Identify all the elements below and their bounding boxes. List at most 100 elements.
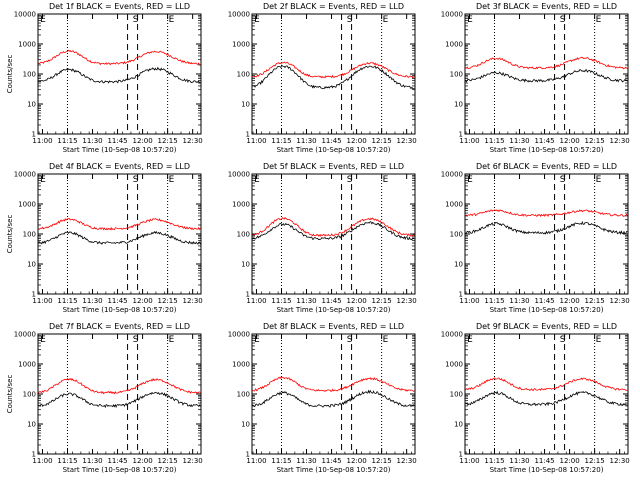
plot-frame bbox=[464, 173, 629, 295]
plot-frame bbox=[251, 333, 416, 455]
x-tick-label: 12:15 bbox=[158, 297, 178, 305]
panel-title: Det 9f BLACK = Events, RED = LLD bbox=[476, 322, 617, 331]
x-tick-label: 11:00 bbox=[32, 297, 52, 305]
x-tick-label: 11:30 bbox=[82, 297, 102, 305]
x-axis-label: Start Time (10-Sep-08 10:57:20) bbox=[277, 306, 391, 314]
time-marker-label: E bbox=[383, 335, 389, 345]
x-axis-label: Start Time (10-Sep-08 10:57:20) bbox=[490, 466, 604, 474]
time-marker-label: E bbox=[169, 15, 175, 25]
x-tick-label: 11:00 bbox=[32, 457, 52, 465]
y-tick-label: 10000 bbox=[441, 331, 463, 339]
x-tick-label: 11:15 bbox=[484, 457, 504, 465]
x-tick-label: 11:15 bbox=[57, 457, 77, 465]
plot-frame bbox=[37, 333, 202, 455]
y-tick-label: 10 bbox=[241, 101, 250, 109]
y-tick-label: 1 bbox=[459, 291, 463, 299]
y-tick-label: 1 bbox=[459, 451, 463, 459]
y-tick-label: 100 bbox=[23, 231, 36, 239]
x-axis-label: Start Time (10-Sep-08 10:57:20) bbox=[490, 146, 604, 154]
x-tick-label: 12:00 bbox=[346, 137, 366, 145]
x-tick-label: 11:00 bbox=[246, 457, 266, 465]
x-tick-label: 12:15 bbox=[372, 137, 392, 145]
detector-panel: Det 8f BLACK = Events, RED = LLD 1 10 100 10… bbox=[228, 322, 417, 474]
time-marker-label: E bbox=[254, 15, 260, 25]
time-marker-label: E bbox=[596, 335, 602, 345]
y-tick-label: 1000 bbox=[445, 201, 463, 209]
y-tick-label: 10 bbox=[27, 101, 36, 109]
time-marker-label: E bbox=[169, 335, 175, 345]
events-series-line bbox=[252, 389, 415, 408]
lld-series-line bbox=[38, 217, 201, 231]
x-tick-label: 12:00 bbox=[132, 457, 152, 465]
x-tick-label: 11:15 bbox=[271, 137, 291, 145]
x-tick-label: 11:45 bbox=[107, 297, 127, 305]
x-tick-label: 11:45 bbox=[107, 457, 127, 465]
x-tick-label: 11:45 bbox=[321, 457, 341, 465]
time-marker-label: S bbox=[133, 335, 139, 345]
x-axis-label: Start Time (10-Sep-08 10:57:20) bbox=[277, 466, 391, 474]
y-tick-label: 10 bbox=[454, 261, 463, 269]
events-series-line bbox=[465, 69, 628, 83]
y-tick-label: 100 bbox=[450, 231, 463, 239]
y-tick-label: 100 bbox=[237, 391, 250, 399]
time-marker-label: E bbox=[40, 335, 46, 345]
x-tick-label: 11:30 bbox=[509, 457, 529, 465]
time-marker-label: S bbox=[347, 15, 353, 25]
events-series-line bbox=[252, 221, 415, 241]
time-marker-label: E bbox=[467, 15, 473, 25]
x-tick-label: 11:00 bbox=[459, 297, 479, 305]
y-tick-label: 10 bbox=[27, 261, 36, 269]
x-tick-label: 12:15 bbox=[585, 457, 605, 465]
y-tick-label: 10 bbox=[27, 421, 36, 429]
x-tick-label: 11:15 bbox=[271, 457, 291, 465]
events-series-line bbox=[38, 66, 201, 84]
lld-series-line bbox=[252, 376, 415, 392]
x-axis-label: Start Time (10-Sep-08 10:57:20) bbox=[63, 146, 177, 154]
x-tick-label: 12:30 bbox=[610, 297, 630, 305]
x-tick-label: 12:30 bbox=[610, 457, 630, 465]
panel-title: Det 5f BLACK = Events, RED = LLD bbox=[263, 162, 404, 171]
x-tick-label: 12:30 bbox=[397, 457, 417, 465]
y-tick-label: 10000 bbox=[14, 171, 36, 179]
time-marker-label: E bbox=[169, 175, 175, 185]
x-tick-label: 11:15 bbox=[484, 297, 504, 305]
y-tick-label: 1 bbox=[459, 131, 463, 139]
time-marker-label: E bbox=[596, 175, 602, 185]
x-tick-label: 11:15 bbox=[484, 137, 504, 145]
lld-series-line bbox=[38, 377, 201, 395]
x-tick-label: 12:00 bbox=[346, 457, 366, 465]
y-tick-label: 10000 bbox=[441, 171, 463, 179]
detector-panel: Det 2f BLACK = Events, RED = LLD 1 10 100 10… bbox=[228, 2, 417, 154]
x-tick-label: 11:30 bbox=[296, 137, 316, 145]
y-tick-label: 1 bbox=[32, 131, 36, 139]
detector-panel: Det 7f BLACK = Events, RED = LLD 1 10 100 10… bbox=[6, 322, 203, 474]
detector-panel: Det 1f BLACK = Events, RED = LLD 1 10 100 10… bbox=[6, 2, 203, 154]
x-tick-label: 12:15 bbox=[158, 457, 178, 465]
lld-series-line bbox=[38, 49, 201, 66]
y-axis-label: Counts/sec bbox=[6, 215, 14, 254]
y-tick-label: 100 bbox=[450, 391, 463, 399]
y-tick-label: 10 bbox=[241, 421, 250, 429]
events-series-line bbox=[38, 230, 201, 245]
panel-title: Det 4f BLACK = Events, RED = LLD bbox=[49, 162, 190, 171]
x-tick-label: 12:00 bbox=[559, 297, 579, 305]
y-tick-label: 10000 bbox=[441, 11, 463, 19]
time-marker-label: S bbox=[347, 175, 353, 185]
panel-title: Det 1f BLACK = Events, RED = LLD bbox=[49, 2, 190, 11]
events-series-line bbox=[465, 220, 628, 236]
time-marker-label: S bbox=[347, 335, 353, 345]
time-marker-label: E bbox=[467, 175, 473, 185]
y-tick-label: 1000 bbox=[445, 361, 463, 369]
y-tick-label: 1 bbox=[246, 131, 250, 139]
y-tick-label: 10000 bbox=[14, 331, 36, 339]
y-tick-label: 10 bbox=[454, 101, 463, 109]
y-tick-label: 1 bbox=[246, 451, 250, 459]
x-tick-label: 11:30 bbox=[296, 297, 316, 305]
time-marker-label: S bbox=[133, 175, 139, 185]
plot-frame bbox=[37, 13, 202, 135]
time-marker-label: E bbox=[254, 175, 260, 185]
y-tick-label: 10000 bbox=[228, 11, 250, 19]
time-marker-label: E bbox=[40, 175, 46, 185]
y-tick-label: 1 bbox=[32, 291, 36, 299]
x-tick-label: 11:30 bbox=[82, 137, 102, 145]
